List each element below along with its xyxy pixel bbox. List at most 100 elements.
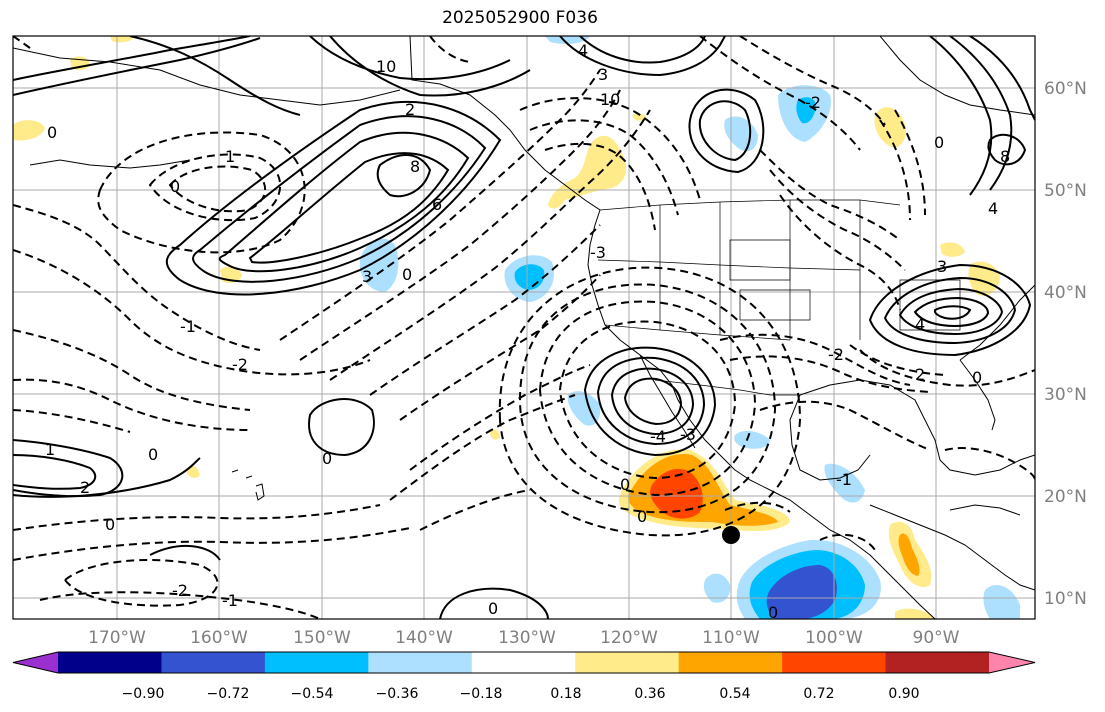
contour-label: 8 (410, 157, 420, 176)
negative-anomaly-region (703, 573, 731, 603)
longitude-axis: 170°W 160°W 150°W 140°W 130°W 120°W 110°… (88, 628, 960, 648)
negative-anomaly-region (983, 585, 1020, 619)
lat-label: 20°N (1044, 487, 1087, 507)
contour-label: 0 (934, 133, 944, 152)
positive-anomaly-region (940, 242, 965, 257)
negative-anomaly-region (766, 565, 837, 619)
contour-label: -1 (180, 317, 196, 336)
contour-label: 4 (915, 315, 925, 334)
contour-label: 10 (376, 57, 396, 76)
colorbar-tick-label: −0.54 (291, 686, 334, 702)
colorbar-tick-label: −0.90 (122, 686, 165, 702)
contour-label: -2 (828, 345, 844, 364)
lon-label: 160°W (190, 628, 248, 648)
contour-label: -4 (650, 427, 666, 446)
contour-label: 3 (937, 257, 947, 276)
lat-label: 60°N (1044, 79, 1087, 99)
colorbar-tick-label: −0.18 (460, 686, 503, 702)
contour-label: 3 (598, 65, 608, 84)
colorbar-tick-label: 0.72 (803, 686, 834, 702)
negative-anomaly-region (824, 463, 865, 503)
lon-label: 90°W (913, 628, 960, 648)
contour-label: -1 (222, 591, 238, 610)
contour-label: 0 (488, 599, 498, 618)
contour-label: 1 (225, 147, 235, 166)
lat-label: 50°N (1044, 181, 1087, 201)
colorbar-segment (264, 652, 369, 673)
lon-label: 130°W (498, 628, 556, 648)
lon-label: 110°W (702, 628, 760, 648)
gridlines (13, 36, 1035, 619)
positive-anomaly-region (898, 533, 920, 576)
shading-layer (13, 36, 1020, 619)
negative-anomaly-region (545, 36, 590, 44)
positive-anomaly-region (650, 468, 703, 519)
contour-label: 6 (432, 195, 442, 214)
contour-label: 2 (915, 365, 925, 384)
colorbar-tick-label: 0.18 (550, 686, 581, 702)
contour-label: -2 (232, 355, 248, 374)
contour-label: 0 (972, 368, 982, 387)
contour-label: 4 (578, 41, 588, 60)
colorbar-extend-max (989, 652, 1035, 673)
colorbar-outline (12, 651, 1036, 674)
colorbar-segment (885, 652, 990, 673)
storm-marker (722, 526, 740, 544)
contour-label: 0 (402, 265, 412, 284)
colorbar (12, 651, 1036, 674)
contour-label: -2 (805, 93, 821, 112)
contour-label: 3 (362, 267, 372, 286)
contour-label: 2 (80, 478, 90, 497)
positive-contours (13, 36, 1035, 619)
negative-contours (13, 36, 1035, 619)
contour-label: 0 (170, 177, 180, 196)
contour-label: -1 (836, 470, 852, 489)
contour-label: 0 (148, 445, 158, 464)
colorbar-segment (678, 652, 783, 673)
colorbar-ticks: −0.90 −0.72 −0.54 −0.36 −0.18 0.18 0.36 … (122, 686, 920, 702)
contour-labels: 0 1 2 3 4 6 8 10 -1 -2 -3 -4 0 0 1 2 0 0… (45, 41, 1010, 622)
contour-label: 0 (620, 475, 630, 494)
positive-anomaly-region (632, 113, 647, 121)
lat-label: 30°N (1044, 385, 1087, 405)
contour-label: 10 (600, 90, 620, 109)
colorbar-segment (471, 652, 576, 673)
positive-anomaly-region (186, 465, 200, 478)
colorbar-segment (58, 652, 162, 673)
lon-label: 100°W (805, 628, 863, 648)
contour-label: 8 (1000, 147, 1010, 166)
contour-label: 2 (405, 100, 415, 119)
map-title: 2025052900 F036 (442, 8, 598, 28)
colorbar-segment (782, 652, 887, 673)
colorbar-extend-min (13, 652, 58, 673)
contour-label: 0 (105, 515, 115, 534)
negative-anomaly-region (796, 97, 816, 124)
contour-label: 0 (47, 123, 57, 142)
contour-label: 4 (988, 199, 998, 218)
contour-label: -3 (590, 243, 606, 262)
lat-label: 10°N (1044, 589, 1087, 609)
positive-anomaly-region (895, 608, 935, 619)
colorbar-tick-label: 0.90 (888, 686, 919, 702)
latitude-axis: 60°N 50°N 40°N 30°N 20°N 10°N (1044, 79, 1087, 609)
lon-label: 170°W (88, 628, 146, 648)
lon-label: 140°W (395, 628, 453, 648)
contour-label: 1 (45, 440, 55, 459)
positive-anomaly-region (490, 429, 500, 440)
contour-label: -2 (172, 581, 188, 600)
lat-label: 40°N (1044, 283, 1087, 303)
lon-label: 120°W (600, 628, 658, 648)
contour-label: 0 (637, 507, 647, 526)
contour-label: 0 (768, 603, 778, 622)
positive-anomaly-region (110, 36, 135, 43)
contour-label: -3 (680, 425, 696, 444)
colorbar-segment (575, 652, 680, 673)
colorbar-segment (161, 652, 266, 673)
lon-label: 150°W (293, 628, 351, 648)
colorbar-tick-label: −0.36 (376, 686, 419, 702)
colorbar-tick-label: −0.72 (207, 686, 250, 702)
colorbar-segment (368, 652, 473, 673)
contour-label: 0 (322, 449, 332, 468)
colorbar-tick-label: 0.36 (634, 686, 665, 702)
